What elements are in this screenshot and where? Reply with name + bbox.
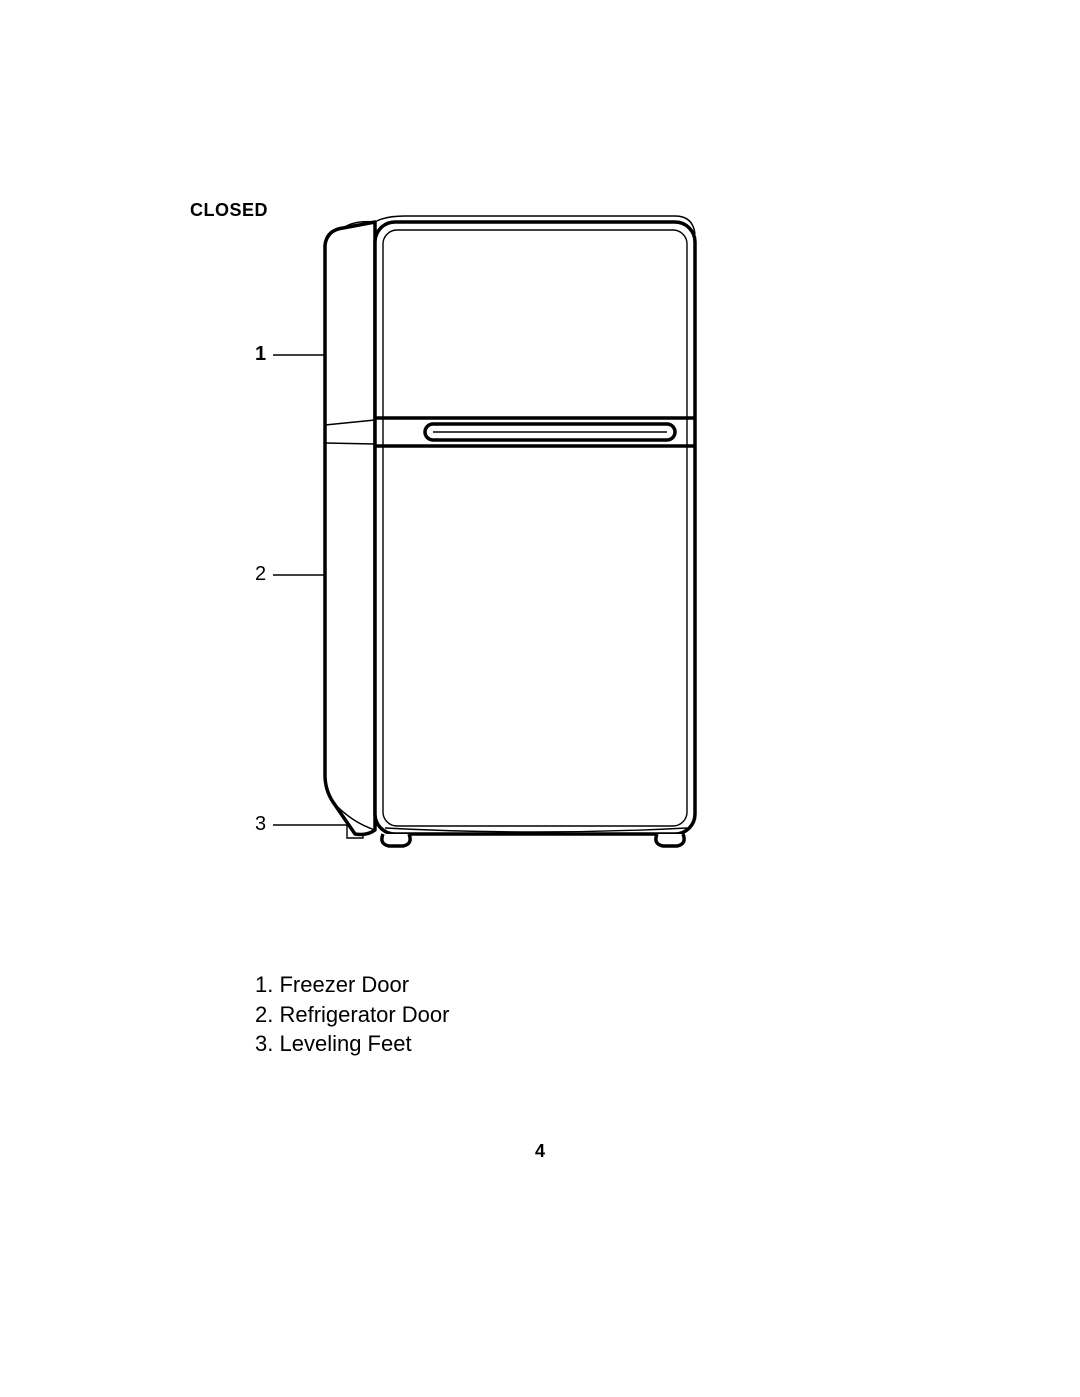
callout-2: 2 — [255, 563, 266, 586]
callout-3: 3 — [255, 813, 266, 836]
legend-num: 2. — [255, 1002, 273, 1027]
legend-item-1: 1. Freezer Door — [255, 970, 449, 1000]
callout-1: 1 — [255, 343, 266, 366]
legend-num: 3. — [255, 1031, 273, 1056]
legend-text: Freezer Door — [279, 972, 409, 997]
document-page: CLOSED — [0, 0, 1080, 1397]
legend-item-2: 2. Refrigerator Door — [255, 1000, 449, 1030]
page-number: 4 — [0, 1141, 1080, 1162]
legend-text: Refrigerator Door — [279, 1002, 449, 1027]
legend-item-3: 3. Leveling Feet — [255, 1029, 449, 1059]
parts-legend: 1. Freezer Door 2. Refrigerator Door 3. … — [255, 970, 449, 1059]
legend-num: 1. — [255, 972, 273, 997]
refrigerator-diagram: 1 2 3 — [255, 200, 725, 860]
legend-text: Leveling Feet — [279, 1031, 411, 1056]
